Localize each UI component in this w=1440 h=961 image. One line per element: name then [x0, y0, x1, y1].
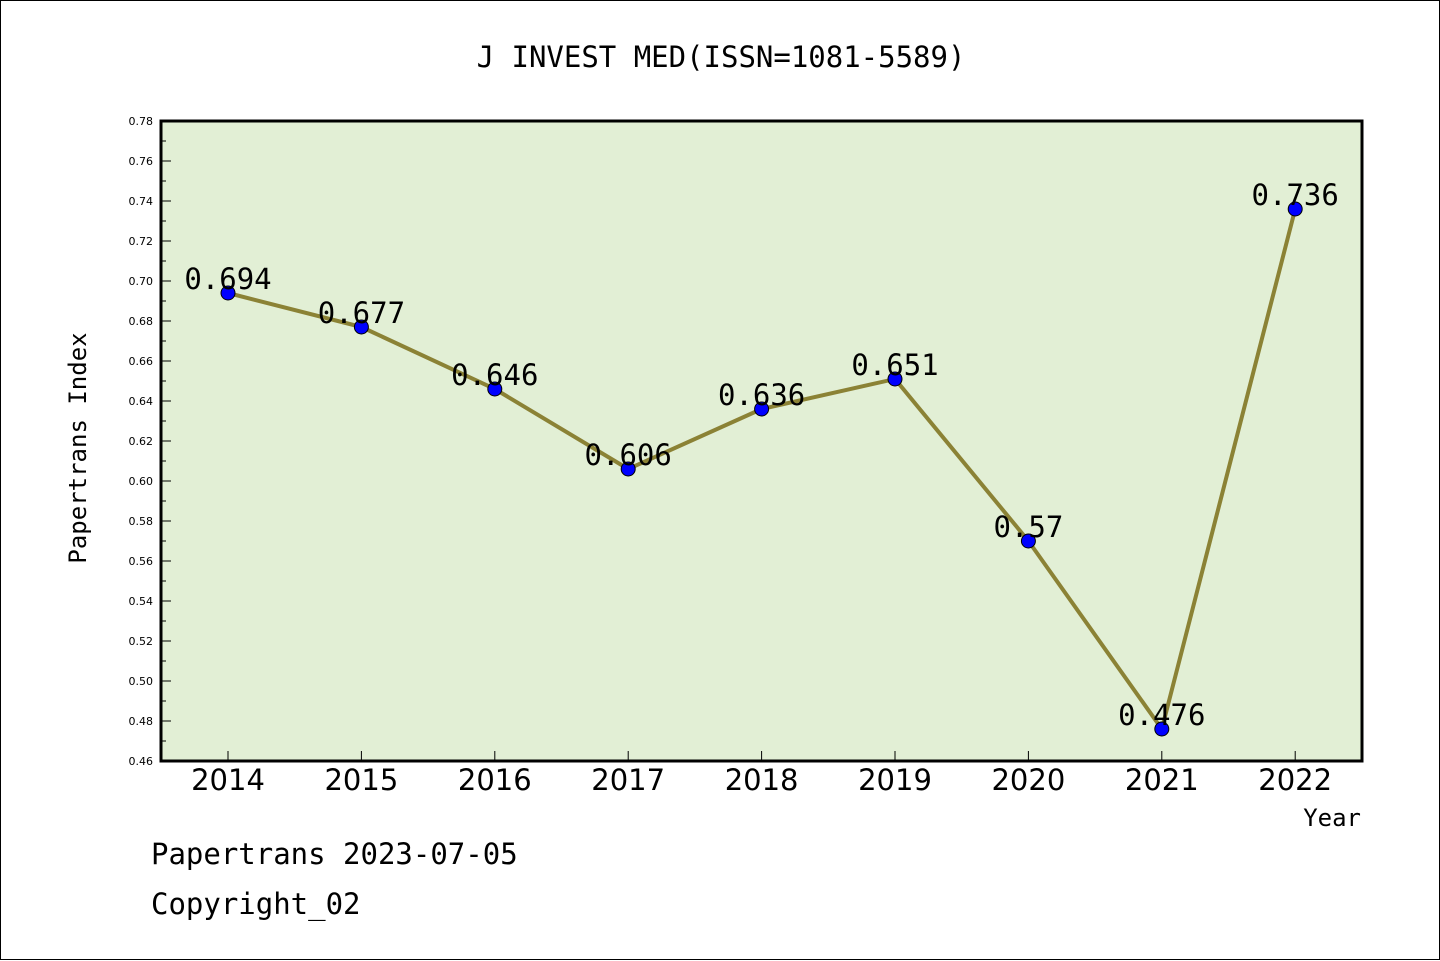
data-point: [487, 381, 503, 397]
data-point: [353, 319, 369, 335]
x-tick-label: 2019: [858, 763, 932, 797]
data-label: 0.651: [851, 348, 938, 382]
y-tick-label: 0.58: [129, 515, 154, 528]
data-label: 0.646: [451, 358, 538, 392]
y-tick-label: 0.56: [129, 555, 154, 568]
x-tick-label: 2022: [1258, 763, 1332, 797]
y-tick-label: 0.74: [129, 195, 154, 208]
data-point: [1287, 201, 1303, 217]
data-point: [1154, 721, 1170, 737]
data-point: [620, 461, 636, 477]
data-point: [1020, 533, 1036, 549]
data-label: 0.57: [993, 510, 1063, 544]
y-axis: 0.46 0.48 0.50 0.52 0.54 0.56 0.58 0.60 0.62 0.64…: [129, 115, 171, 768]
y-tick-label: 0.70: [129, 275, 154, 288]
x-tick-label: 2021: [1125, 763, 1199, 797]
y-tick-label: 0.60: [129, 475, 154, 488]
x-tick-label: 2017: [591, 763, 665, 797]
x-tick-label: 2020: [991, 763, 1065, 797]
y-tick-label: 0.72: [129, 235, 154, 248]
y-tick-label: 0.48: [129, 715, 154, 728]
data-label: 0.606: [585, 438, 672, 472]
plot-area: [159, 119, 1364, 763]
x-tick-label: 2014: [191, 763, 265, 797]
data-label: 0.677: [318, 296, 405, 330]
y-tick-label: 0.52: [129, 635, 154, 648]
y-tick-label: 0.68: [129, 315, 154, 328]
data-label: 0.694: [184, 262, 271, 296]
y-tick-label: 0.54: [129, 595, 154, 608]
data-label: 0.476: [1118, 698, 1205, 732]
y-tick-label: 0.76: [129, 155, 154, 168]
x-axis: 2014 2015 2016 2017 2018 2019 2020 2021 2022: [191, 751, 1332, 797]
x-axis-label: Year: [1303, 804, 1361, 832]
y-tick-label: 0.62: [129, 435, 154, 448]
x-tick-label: 2015: [324, 763, 398, 797]
footer-copyright: Copyright_02: [151, 887, 361, 921]
y-tick-label: 0.50: [129, 675, 154, 688]
chart-title: J INVEST MED(ISSN=1081-5589): [477, 40, 966, 74]
series-papertrans-index: [220, 201, 1303, 737]
footer-stamp: Papertrans 2023-07-05: [151, 837, 518, 871]
data-point: [220, 285, 236, 301]
y-tick-label: 0.64: [129, 395, 154, 408]
data-point: [887, 371, 903, 387]
y-axis-label: Papertrans Index: [64, 332, 92, 563]
y-tick-label: 0.66: [129, 355, 154, 368]
data-labels: 0.694 0.677 0.646 0.606 0.636 0.651 0.57 0.476 0…: [184, 178, 1339, 732]
y-tick-label: 0.78: [129, 115, 154, 128]
y-tick-label: 0.46: [129, 755, 154, 768]
x-tick-label: 2018: [725, 763, 799, 797]
data-label: 0.636: [718, 378, 805, 412]
x-tick-label: 2016: [458, 763, 532, 797]
data-point: [754, 401, 770, 417]
data-label: 0.736: [1252, 178, 1339, 212]
